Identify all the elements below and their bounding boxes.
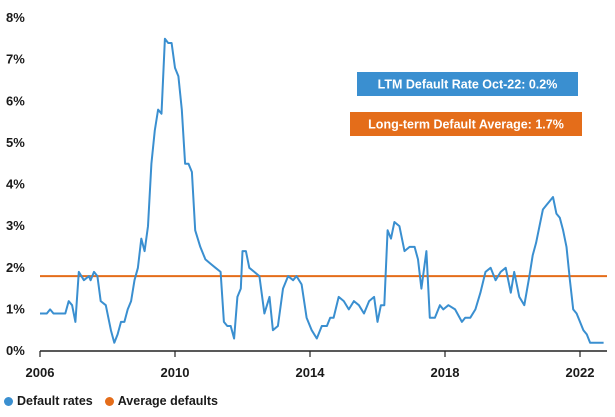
callout-text: Long-term Default Average: 1.7% — [368, 118, 564, 132]
y-tick-label: 0% — [6, 343, 25, 358]
x-tick-label: 2014 — [296, 365, 326, 380]
callout-text: LTM Default Rate Oct-22: 0.2% — [378, 78, 558, 92]
y-tick-label: 4% — [6, 177, 25, 192]
legend-dot-average-defaults — [104, 396, 114, 406]
y-axis-ticks: 0% 1% 2% 3% 4% 5% 6% 7% 8% — [6, 10, 25, 358]
callout-box — [357, 72, 578, 96]
y-tick-label: 2% — [6, 260, 25, 275]
legend-item-average-defaults: Average defaults — [104, 394, 219, 408]
legend-label-default-rates: Default rates — [17, 394, 93, 408]
callouts: LTM Default Rate Oct-22: 0.2% Long-term D… — [350, 72, 582, 136]
legend-item-default-rates: Default rates — [4, 394, 93, 408]
legend-label-average-defaults: Average defaults — [117, 394, 219, 408]
y-tick-label: 8% — [6, 10, 25, 25]
callout-box — [350, 112, 582, 136]
x-tick-label: 2010 — [161, 365, 190, 380]
y-tick-label: 5% — [6, 135, 25, 150]
y-tick-label: 1% — [6, 301, 25, 316]
y-tick-label: 3% — [6, 218, 25, 233]
x-tick-label: 2006 — [26, 365, 55, 380]
x-tick-label: 2018 — [431, 365, 460, 380]
legend: Default rates Average defaults — [4, 394, 218, 408]
legend-dot-default-rates — [4, 396, 13, 406]
default-rate-chart: 0%1%2%3%4%5%6%7%8% 2006 2010 2014 2018 2022 … — [6, 10, 607, 380]
y-tick-label: 6% — [6, 93, 25, 108]
y-tick-label: 7% — [6, 52, 25, 67]
x-tick-label: 2022 — [566, 365, 595, 380]
x-axis-ticks: 2006 2010 2014 2018 2022 — [26, 351, 595, 380]
default-rates-line — [40, 37, 604, 344]
